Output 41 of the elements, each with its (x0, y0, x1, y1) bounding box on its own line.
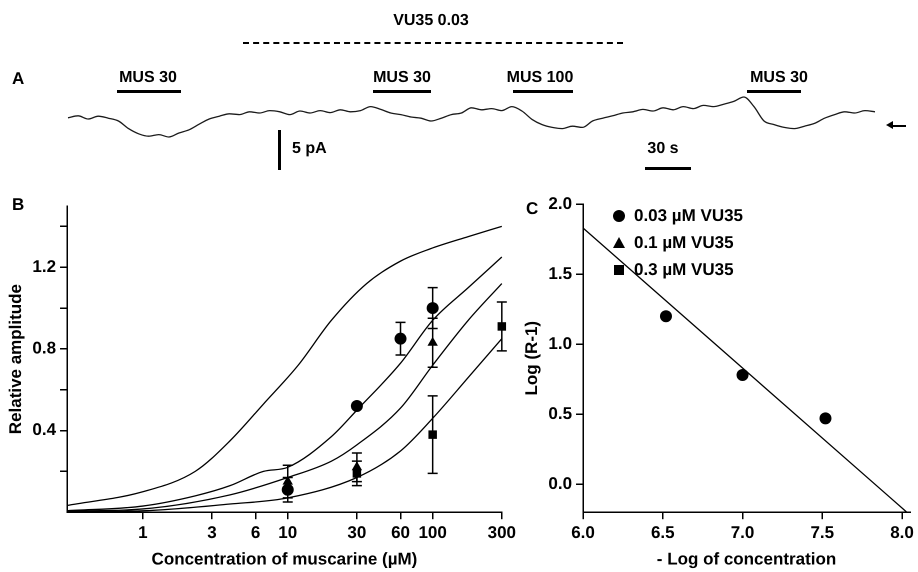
y-tick-label: 1.5 (548, 264, 572, 283)
point (736, 369, 749, 381)
text: 30 s (647, 140, 679, 157)
point (819, 412, 832, 424)
text: VU35 0.03 (393, 12, 469, 29)
y-tick-label: 0.4 (32, 420, 57, 440)
x-tick-label: 6.5 (650, 523, 675, 542)
y-tick-label: 0.0 (548, 474, 572, 493)
y-axis-title: Relative amplitude (6, 284, 25, 434)
x-tick-label: 60 (391, 523, 410, 542)
y-tick-label: 2.0 (548, 194, 572, 213)
x-tick-label: 6.0 (571, 523, 595, 542)
chart-title: C (526, 199, 538, 218)
text: MUS 30 (119, 69, 177, 86)
x-axis-title: - Log of concentration (656, 549, 836, 568)
text: MUS 30 (750, 69, 808, 86)
legend-label: 0.1 µM VU35 (634, 232, 734, 252)
y-tick-label: 1.0 (548, 334, 572, 353)
x-tick-label: 1 (138, 523, 148, 542)
legend-label: 0.03 µM VU35 (634, 206, 744, 226)
point (660, 310, 672, 322)
x-tick-label: 10 (278, 523, 298, 542)
x-tick-label: 7.0 (730, 523, 754, 542)
x-tick-label: 6 (250, 523, 260, 542)
y-tick-label: 0.8 (32, 338, 56, 358)
x-tick-label: 3 (207, 523, 217, 542)
y-tick-label: 0.5 (548, 404, 572, 423)
x-axis-title: Concentration of muscarine (µM) (152, 549, 418, 568)
x-tick-label: 30 (347, 523, 366, 542)
x-tick-label: 300 (488, 523, 516, 542)
chart-title: B (12, 195, 24, 214)
text: MUS 100 (506, 69, 574, 86)
y-axis-title: Log (R-1) (522, 320, 541, 396)
y-tick-label: 1.2 (32, 256, 56, 276)
x-tick-label: 7.5 (810, 523, 834, 542)
chart-title: A (12, 69, 24, 88)
x-tick-label: 100 (418, 523, 447, 542)
x-tick-label: 8.0 (890, 523, 914, 542)
text: MUS 30 (373, 69, 431, 86)
legend-label: 0.3 µM VU35 (634, 260, 734, 280)
text: 5 pA (292, 140, 327, 157)
